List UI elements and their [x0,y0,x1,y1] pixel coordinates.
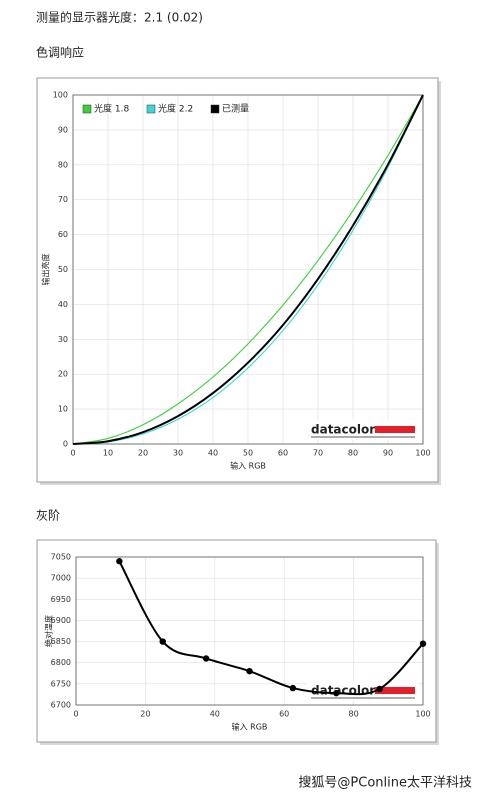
x-tick-label: 60 [278,449,288,458]
x-tick-label: 60 [279,710,289,719]
y-tick-label: 80 [58,160,68,169]
y-tick-label: 7000 [51,574,71,583]
x-tick-label: 90 [383,449,393,458]
y-tick-label: 60 [58,230,68,239]
y-tick-label: 40 [58,300,68,309]
measured-gamma: 测量的显示器光度：2.1 (0.02) [36,10,203,25]
legend-swatch [146,104,156,114]
y-tick-label: 30 [58,335,68,344]
logo-bg [307,420,419,440]
logo: datacolor [311,423,375,437]
logo-bar [375,687,415,694]
logo-bar [375,426,415,433]
y-tick-label: 50 [58,265,68,274]
y-tick-label: 0 [63,440,68,449]
x-tick-label: 80 [349,710,359,719]
y-tick-label: 6800 [51,658,71,667]
plot-border [72,94,424,445]
x-tick-label: 10 [103,449,113,458]
point [202,655,210,662]
legend-label: 已测量 [222,104,249,115]
y-tick-label: 20 [58,370,68,379]
x-tick-label: 40 [208,449,218,458]
legend-label: 光度 1.8 [94,103,129,115]
watermark: 搜狐号@PConline太平洋科技 [298,776,472,791]
x-tick-label: 0 [73,710,78,719]
y-tick-label: 10 [58,405,68,414]
y-axis-label: 绝对温度 [44,615,54,647]
x-axis-label: 输入 RGB [232,722,268,732]
chart-frame [36,539,437,743]
y-tick-label: 70 [58,195,68,204]
x-tick-label: 30 [173,449,183,458]
y-tick-label: 100 [53,91,68,100]
line-series [72,94,424,445]
y-tick-label: 6850 [51,637,71,646]
point [289,684,297,692]
x-tick-label: 100 [415,710,430,719]
point [333,689,340,697]
y-tick-label: 90 [58,125,68,134]
line-series [72,94,424,445]
y-tick-label: 6700 [51,701,71,710]
legend-swatch [210,104,220,114]
point [159,638,166,645]
logo: datacolor [311,684,375,698]
point [419,640,427,647]
legend-label: 光度 2.2 [158,103,193,115]
x-tick-label: 80 [348,449,358,458]
x-tick-label: 50 [243,449,253,458]
x-tick-label: 70 [313,449,323,458]
x-tick-label: 100 [415,449,430,458]
point [116,558,123,565]
x-axis-label: 输入 RGB [230,461,266,471]
legend-swatch [82,104,92,114]
section-title: 色调响应 [36,45,84,60]
x-tick-label: 20 [138,449,148,458]
y-tick-label: 6950 [51,595,71,604]
x-tick-label: 40 [210,710,220,719]
x-tick-label: 0 [70,449,75,458]
y-axis-label: 输出亮度 [41,254,51,286]
y-tick-label: 6750 [51,679,71,688]
line-series [72,94,424,445]
x-tick-label: 20 [140,710,150,719]
y-tick-label: 6900 [51,616,71,625]
point [376,685,383,693]
plot-border [75,556,424,706]
y-tick-label: 7050 [51,553,71,562]
section-title: 灰阶 [36,509,60,523]
point [246,667,253,675]
chart-frame [36,77,439,483]
